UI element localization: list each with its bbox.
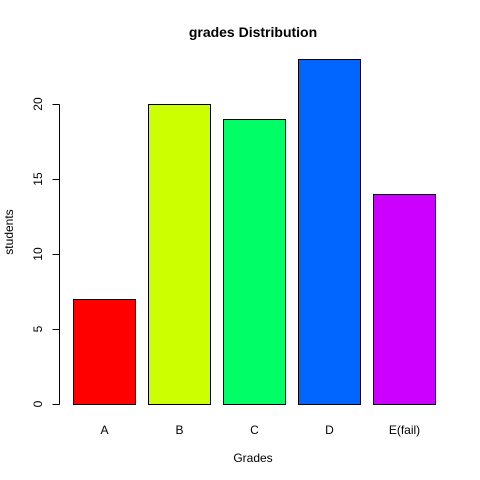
bar-d <box>298 59 361 405</box>
y-tick-label: 15 <box>31 172 45 186</box>
x-tick-label: B <box>175 423 183 437</box>
x-tick-label: D <box>325 423 334 437</box>
x-tick-label: E(fail) <box>389 423 420 437</box>
y-tick-label: 10 <box>31 247 45 261</box>
bar-b <box>148 104 211 405</box>
y-tick-label: 5 <box>31 325 45 332</box>
chart-title: grades Distribution <box>189 24 317 40</box>
bar-e-fail <box>373 194 436 405</box>
x-axis-label: Grades <box>233 451 272 465</box>
bar-c <box>223 119 286 405</box>
x-tick-labels: A B C D E(fail) <box>100 423 420 437</box>
y-tick-label: 20 <box>31 97 45 111</box>
bars-group <box>73 59 436 405</box>
bar-a <box>73 299 136 405</box>
x-tick-label: A <box>100 423 108 437</box>
y-axis: 0 5 10 15 20 <box>31 97 60 407</box>
y-tick-label: 0 <box>31 400 45 407</box>
x-tick-label: C <box>250 423 259 437</box>
y-axis-label: students <box>2 209 16 254</box>
